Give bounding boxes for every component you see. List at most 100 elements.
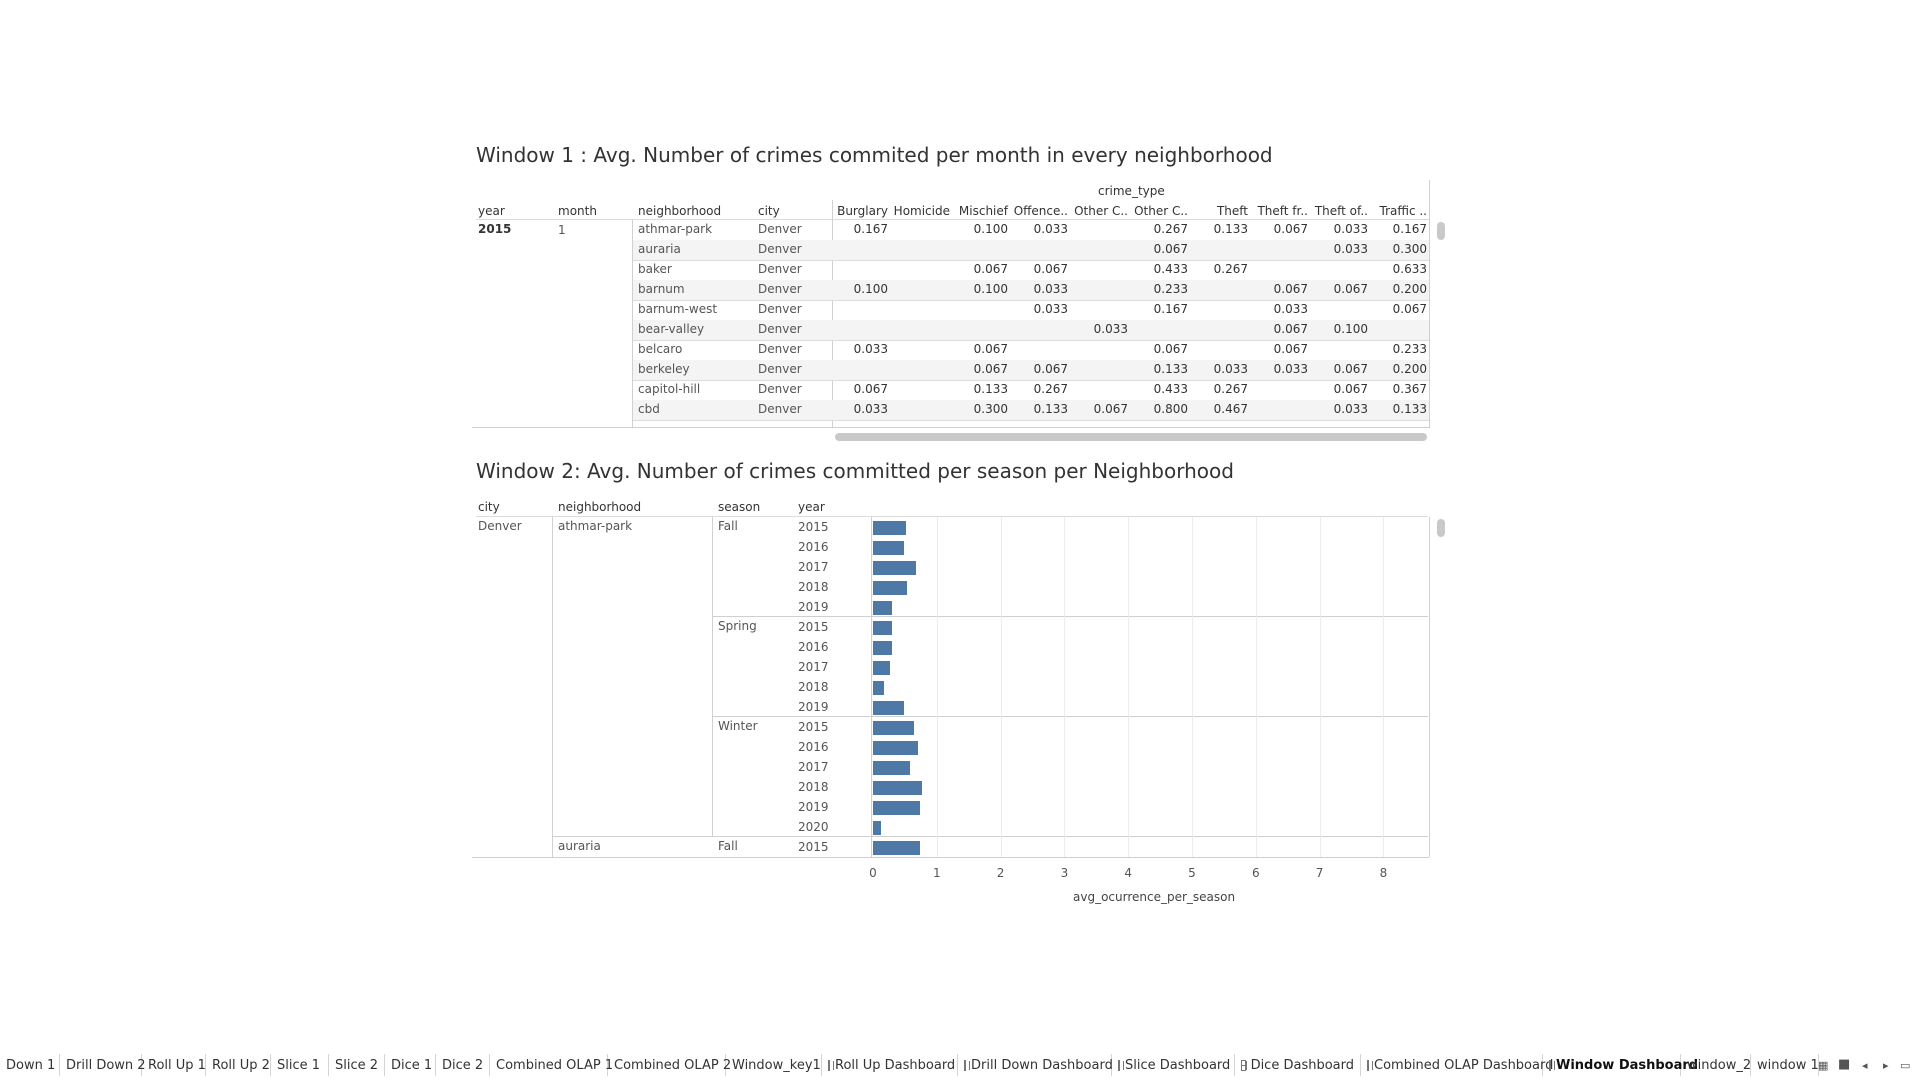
sheet-tab-label: Dice Dashboard <box>1250 1057 1354 1073</box>
row-separator <box>633 420 1429 421</box>
bar[interactable] <box>873 661 890 675</box>
bar[interactable] <box>873 721 914 735</box>
crime-col-header[interactable]: Theft <box>1216 204 1248 218</box>
year-label: 2016 <box>798 540 829 554</box>
filmstrip-view-icon[interactable]: ■ <box>1838 1057 1851 1072</box>
neighborhood-cell[interactable]: capitol-hill <box>638 382 701 396</box>
crime-col-header[interactable]: Traffic .. <box>1379 204 1428 218</box>
w1-right-border <box>1429 180 1430 427</box>
value-cell: 0.067 <box>1033 362 1068 376</box>
w1-cut-row: · · · · <box>636 422 1428 427</box>
row-band <box>633 360 1429 380</box>
neighborhood-cell[interactable]: berkeley <box>638 362 690 376</box>
w1-month-divider <box>632 220 633 427</box>
neighborhood-cell[interactable]: auraria <box>638 242 681 256</box>
prev-sheet-icon[interactable]: ◂ <box>1862 1059 1868 1072</box>
sheet-tab[interactable]: Combined OLAP Dashboard <box>1361 1054 1553 1076</box>
neighborhood-cell[interactable]: bear-valley <box>638 322 705 336</box>
sheet-tab[interactable]: Combined OLAP 1 <box>490 1054 613 1076</box>
header-city-w2[interactable]: city <box>478 500 500 514</box>
header-month[interactable]: month <box>558 204 597 218</box>
sheet-tab[interactable]: Slice Dashboard <box>1112 1054 1235 1076</box>
dashboard-icon <box>1367 1059 1373 1071</box>
presentation-mode-icon[interactable]: ▭ <box>1900 1059 1911 1072</box>
header-city[interactable]: city <box>758 204 780 218</box>
sheet-tab[interactable]: Roll Up 1 <box>142 1054 206 1076</box>
bar[interactable] <box>873 641 892 655</box>
neighborhood-cell[interactable]: cbd <box>638 402 660 416</box>
sheet-tab[interactable]: Drill Down 2 <box>60 1054 146 1076</box>
w2-axis-left <box>871 517 872 857</box>
neighborhood-cell[interactable]: athmar-park <box>638 222 713 236</box>
next-sheet-icon[interactable]: ▸ <box>1883 1059 1889 1072</box>
sheet-tab[interactable]: Slice 1 <box>271 1054 329 1076</box>
value-cell: 0.033 <box>1333 222 1368 236</box>
sheet-tab[interactable]: window 1 <box>1751 1054 1819 1076</box>
neighborhood-cell[interactable]: belcaro <box>638 342 683 356</box>
crime-col-header[interactable]: Burglary <box>837 204 888 218</box>
w1-vertical-scrollbar[interactable] <box>1437 222 1445 240</box>
bar[interactable] <box>873 561 917 575</box>
sheet-tab[interactable]: Dice Dashboard <box>1235 1054 1361 1076</box>
bar[interactable] <box>873 701 904 715</box>
bar[interactable] <box>873 841 921 855</box>
crime-col-header[interactable]: Theft of.. <box>1314 204 1368 218</box>
bar[interactable] <box>873 601 893 615</box>
bar[interactable] <box>873 741 918 755</box>
value-cell: 0.033 <box>1273 362 1308 376</box>
sheet-tab[interactable]: Dice 2 <box>436 1054 490 1076</box>
w1-header-line <box>476 219 1429 220</box>
row-band <box>633 400 1429 420</box>
w1-year-value: 2015 <box>478 222 512 236</box>
bar[interactable] <box>873 581 907 595</box>
bar[interactable] <box>873 541 904 555</box>
header-season-w2[interactable]: season <box>718 500 761 514</box>
grid-view-icon[interactable]: ▦ <box>1818 1059 1829 1072</box>
row-separator <box>633 260 1429 261</box>
sheet-tab[interactable]: Dice 1 <box>385 1054 436 1076</box>
neighborhood-cell[interactable]: barnum-west <box>638 302 718 316</box>
sheet-tab[interactable]: Combined OLAP 2 <box>608 1054 731 1076</box>
bar[interactable] <box>873 821 882 835</box>
header-neighborhood[interactable]: neighborhood <box>638 204 722 218</box>
neighborhood-cell[interactable]: barnum <box>638 282 685 296</box>
crime-col-header[interactable]: Other C.. <box>1134 204 1188 218</box>
sheet-tab[interactable]: window_2 <box>1681 1054 1751 1076</box>
sheet-tab[interactable]: Drill Down Dashboard <box>958 1054 1113 1076</box>
sheet-tab[interactable]: Window_key1 <box>726 1054 822 1076</box>
year-label: 2019 <box>798 700 829 714</box>
bar[interactable] <box>873 801 921 815</box>
w1-horizontal-scrollbar[interactable] <box>835 433 1427 441</box>
value-cell: 0.033 <box>1033 222 1068 236</box>
crime-col-header[interactable]: Homicide <box>893 204 950 218</box>
bar[interactable] <box>873 521 907 535</box>
value-cell: 0.067 <box>1273 222 1308 236</box>
bar[interactable] <box>873 621 893 635</box>
window2-title: Window 2: Avg. Number of crimes committe… <box>476 459 1234 483</box>
sheet-tab[interactable]: Roll Up 2 <box>206 1054 271 1076</box>
value-cell: 0.300 <box>1392 242 1427 256</box>
bar[interactable] <box>873 761 910 775</box>
sheet-tab[interactable]: Slice 2 <box>329 1054 385 1076</box>
sheet-tab[interactable]: Roll Up Dashboard <box>822 1054 958 1076</box>
gridline <box>1319 517 1321 857</box>
sheet-tab[interactable]: Down 1 <box>0 1054 60 1076</box>
neighborhood-cell[interactable]: baker <box>638 262 672 276</box>
header-year[interactable]: year <box>478 204 505 218</box>
w2-vertical-scrollbar[interactable] <box>1437 519 1445 537</box>
x-tick-label: 8 <box>1379 866 1388 880</box>
crime-col-header[interactable]: Theft fr.. <box>1257 204 1308 218</box>
w2-city-value: Denver <box>478 519 522 533</box>
bar[interactable] <box>873 681 885 695</box>
header-neighborhood-w2[interactable]: neighborhood <box>558 500 642 514</box>
year-label: 2015 <box>798 840 829 854</box>
bar[interactable] <box>873 781 923 795</box>
crime-col-header[interactable]: Offence.. <box>1013 204 1068 218</box>
crime-col-header[interactable]: Other C.. <box>1074 204 1128 218</box>
sheet-tab[interactable]: Window Dashboard <box>1543 1054 1698 1076</box>
year-label: 2017 <box>798 560 829 574</box>
year-label: 2018 <box>798 580 829 594</box>
crime-col-header[interactable]: Mischief <box>958 204 1008 218</box>
sheet-tab-label: Dice 1 <box>391 1057 433 1073</box>
header-year-w2[interactable]: year <box>798 500 825 514</box>
